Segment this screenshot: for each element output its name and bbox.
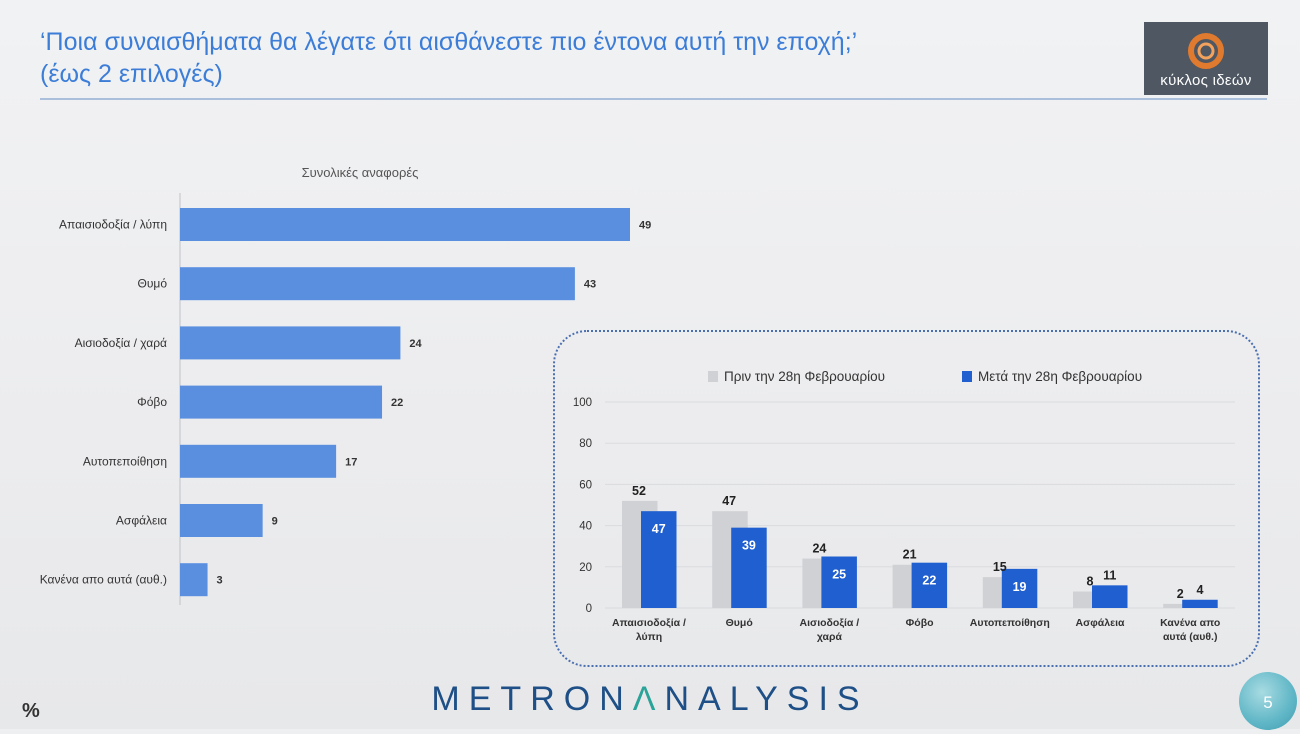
unit-label: % [22,700,40,722]
metron-analysis-brand: METRONΛNALYSIS [350,680,950,719]
vbar-value-label-before: 8 [1087,575,1094,589]
hbar-chart-title: Συνολικές αναφορές [301,165,419,180]
hbar-category-label: Αισιοδοξία / χαρά [75,336,167,350]
vbar-bar-after [1182,599,1218,608]
hbar-value-label: 24 [409,338,422,350]
hbar-bar [180,385,383,419]
hbar-category-label: Ασφάλεια [116,514,167,528]
vbar-category-label: Θυμό [726,617,753,629]
vbar-value-label-after: 25 [832,568,846,582]
before-after-comparison-chart: 0 20 40 60 80 100 52 47 Απαισιοδοξία / λύπη 47 39 Θυ… [573,397,1235,643]
hbar-value-label: 43 [584,279,596,291]
vbar-bar-after [821,556,857,608]
vbar-category-label: λύπη [636,631,662,643]
vbar-category-label: χαρά [817,631,843,643]
vbar-category-label: Ασφάλεια [1076,617,1125,629]
vbar-value-label-before: 52 [632,484,646,498]
vbar-y-tick-label: 20 [579,562,592,574]
vbar-y-tick-label: 40 [579,521,592,533]
vbar-value-label-before: 24 [812,542,826,556]
vbar-y-tick-label: 0 [586,603,592,615]
hbar-category-label: Κανένα απο αυτά (αυθ.) [40,573,167,587]
title-divider [40,98,1267,100]
hbar-value-label: 9 [272,516,278,528]
vbar-value-label-after: 4 [1196,583,1203,597]
vbar-y-tick-label: 80 [579,438,592,450]
logo-text: κύκλος ιδεών [1160,72,1252,89]
vbar-bar-after [1092,585,1128,608]
legend-label-after: Μετά την 28η Φεβρουαρίου [978,369,1143,384]
overall-mentions-bar-chart: Απαισιοδοξία / λύπη 49 Θυμό 43 Αισιοδοξία / … [40,193,651,605]
hbar-bar [180,563,208,597]
vbar-value-label-before: 47 [722,494,736,508]
slide-title: ‘Ποια συναισθήματα θα λέγατε ότι αισθάνε… [40,26,1120,90]
vbar-category-label: Απαισιοδοξία / [612,617,686,629]
hbar-value-label: 49 [639,220,651,232]
legend-label-before: Πριν την 28η Φεβρουαρίου [724,369,886,384]
vbar-value-label-before: 2 [1177,587,1184,601]
hbar-bar [180,504,263,537]
vbar-bar-before [1163,603,1199,608]
hbar-value-label: 3 [217,575,223,587]
vbar-bar-after [641,511,677,608]
vbar-bar-after [1001,568,1038,608]
hbar-bar [180,267,575,301]
page-number: 5 [1239,672,1297,730]
hbar-value-label: 17 [345,456,357,468]
vbar-value-label-after: 19 [1013,580,1027,594]
vbar-bar-after [731,527,767,608]
vbar-category-label: αυτά (αυθ.) [1163,631,1217,643]
title-line-2: (έως 2 επιλογές) [40,60,223,88]
vbar-category-label: Αισιοδοξία / [800,617,860,629]
vbar-y-tick-label: 60 [579,479,592,491]
vbar-value-label-after: 39 [742,539,756,553]
brand-part-1: METRON [431,680,633,718]
kyklos-ideon-logo: κύκλος ιδεών [1144,22,1268,95]
legend-swatch-before [708,371,718,382]
vbar-category-label: Φόβο [906,617,934,629]
legend-item-before: Πριν την 28η Φεβρουαρίου [708,369,885,384]
comparison-chart-frame [553,330,1260,667]
vbar-value-label-after: 47 [652,522,666,536]
hbar-category-label: Αυτοπεποίθηση [83,454,167,468]
vbar-value-label-before: 15 [993,560,1007,574]
vbar-bar-after [911,562,948,608]
brand-accent: Λ [632,680,665,718]
hbar-category-label: Θυμό [138,277,168,291]
brand-part-2: NALYSIS [664,680,869,718]
vbar-value-label-before: 21 [903,548,917,562]
vbar-category-label: Αυτοπεποίθηση [970,617,1050,629]
hbar-category-label: Φόβο [137,395,167,409]
vbar-value-label-after: 11 [1103,568,1116,582]
hbar-value-label: 22 [391,397,403,409]
hbar-category-label: Απαισιοδοξία / λύπη [59,218,167,232]
legend-swatch-after [962,371,972,382]
hbar-bar [180,208,630,241]
hbar-bar [180,326,401,360]
vbar-value-label-after: 22 [922,574,936,588]
legend-item-after: Μετά την 28η Φεβρουαρίου [962,369,1142,384]
hbar-bar [180,444,337,478]
ring-logo-icon [1188,33,1224,69]
title-line-1: ‘Ποια συναισθήματα θα λέγατε ότι αισθάνε… [40,28,858,56]
vbar-category-label: Κανένα απο [1160,617,1220,629]
vbar-y-tick-label: 100 [573,397,592,409]
